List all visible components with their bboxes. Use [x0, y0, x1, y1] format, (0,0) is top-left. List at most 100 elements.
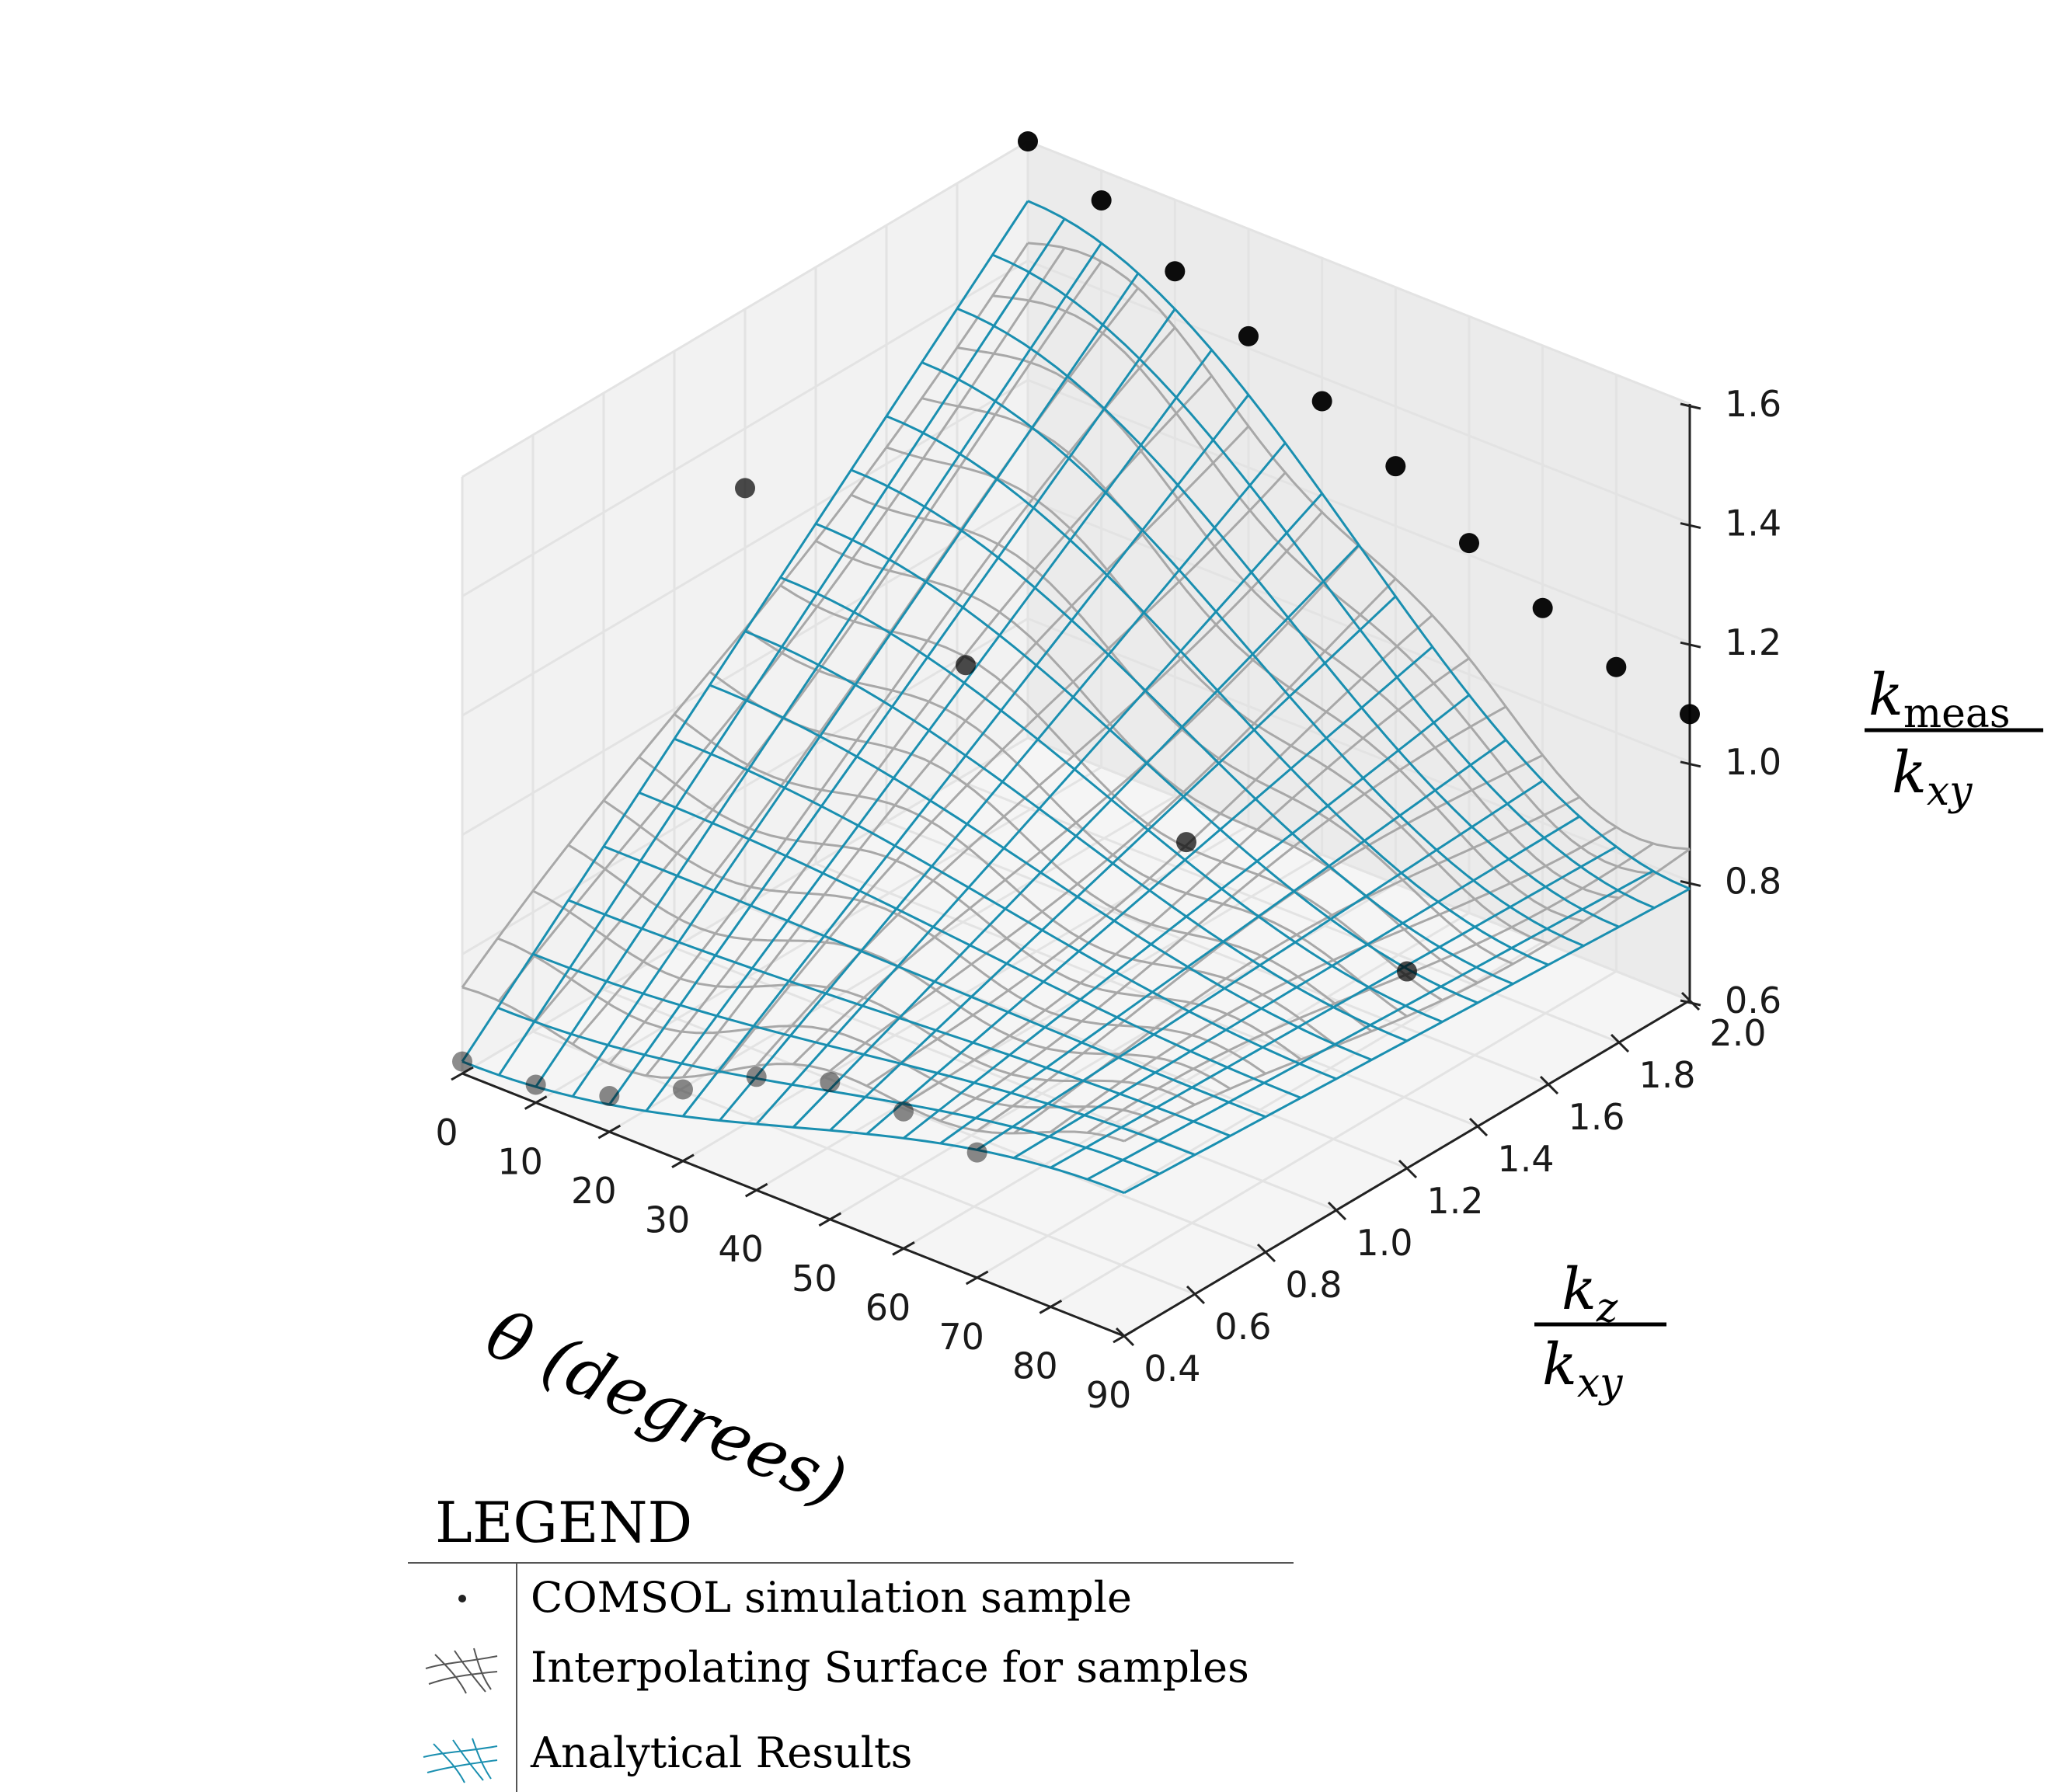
sample-point [746, 1067, 767, 1087]
x-tick-label: 50 [792, 1258, 838, 1300]
interpolating-ratio-line [779, 584, 1443, 1001]
y-tick-mark [1680, 991, 1701, 1011]
x-tick-label: 10 [497, 1141, 543, 1183]
z-label-denominator: kxy [1892, 739, 1973, 815]
legend-item-samples: COMSOL simulation sample [531, 1573, 1132, 1622]
z-tick-label: 1.6 [1725, 383, 1781, 425]
interpolating-ratio-line [496, 937, 1161, 1124]
sample-point [1385, 456, 1406, 477]
gridline-floor-ratio [886, 820, 1549, 1086]
sample-point [1238, 325, 1259, 346]
z-tick-label: 1.4 [1725, 503, 1781, 545]
z-tick-mark [1680, 641, 1701, 649]
y-tick-label: 1.6 [1568, 1096, 1625, 1138]
y-tick-mark [1398, 1159, 1418, 1179]
gridline-side-k [1027, 259, 1691, 524]
x-tick-mark [892, 1241, 915, 1256]
legend-sample-marker [458, 1595, 466, 1602]
interpolating-surface [461, 242, 1691, 1143]
interpolating-ratio-line [744, 628, 1408, 1018]
sample-point [1606, 656, 1627, 677]
sample-point [673, 1079, 693, 1100]
gridline-side-k [1027, 378, 1691, 644]
y-tick-mark [1610, 1033, 1630, 1053]
legend-analytical-swatch [423, 1738, 498, 1783]
x-tick-mark [671, 1153, 695, 1168]
gridline-side-k [1027, 140, 1691, 405]
y-tick-mark [1539, 1075, 1559, 1095]
sample-point [820, 1072, 841, 1093]
y-label-numerator: kz [1562, 1256, 1618, 1331]
y-tick-label: 1.0 [1356, 1222, 1412, 1264]
x-tick-label: 0 [435, 1112, 458, 1153]
z-tick-mark [1680, 402, 1701, 410]
analytical-ratio-line [532, 952, 1196, 1157]
analytical-ratio-line [779, 576, 1443, 1023]
z-axis-label: kmeas kxy [1865, 662, 2043, 815]
analytical-ratio-line [886, 415, 1549, 966]
interpolating-ratio-line [674, 713, 1337, 1047]
sample-point [956, 655, 976, 676]
z-tick-label: 1.0 [1725, 741, 1781, 783]
y-tick-label: 0.4 [1144, 1348, 1200, 1390]
gridline-floor-ratio [956, 778, 1620, 1044]
y-tick-label: 1.2 [1426, 1180, 1483, 1222]
y-tick-mark [1115, 1327, 1135, 1347]
sample-point [1532, 597, 1553, 618]
sample-point [1459, 533, 1479, 554]
z-tick-label: 0.8 [1725, 860, 1781, 902]
z-tick-mark [1680, 760, 1701, 768]
x-tick-mark [597, 1124, 622, 1140]
sample-point [1176, 832, 1196, 853]
sample-point [1165, 261, 1186, 282]
analytical-ratio-line [461, 1060, 1125, 1195]
sample-point [1680, 704, 1700, 725]
y-tick-mark [1327, 1201, 1347, 1221]
x-tick-label: 40 [718, 1228, 764, 1270]
legend: LEGEND COMSOL simulation sample Interpol… [408, 1490, 1294, 1792]
interpolating-ratio-line [992, 294, 1655, 875]
y-tick-label: 2.0 [1709, 1012, 1766, 1054]
sample-point [1018, 131, 1038, 151]
x-tick-label: 70 [938, 1316, 984, 1358]
z-tick-label: 0.6 [1725, 980, 1781, 1021]
sample-point [966, 1142, 987, 1163]
x-tick-mark [818, 1212, 842, 1227]
x-axis-label: θ (degrees) [475, 1296, 857, 1522]
analytical-ratio-line [674, 737, 1337, 1080]
legend-item-interpolating: Interpolating Surface for samples [531, 1643, 1249, 1692]
analytical-ratio-line [815, 522, 1478, 1004]
analytical-ratio-line [496, 1007, 1161, 1175]
y-tick-label: 0.8 [1285, 1264, 1342, 1306]
z-label-numerator: kmeas [1868, 662, 2011, 737]
interpolating-ratio-line [461, 986, 1125, 1143]
analytical-ratio-line [991, 253, 1656, 910]
sample-point [735, 478, 755, 499]
analytical-ratio-line [603, 845, 1266, 1119]
sample-point [1091, 190, 1112, 211]
gridline-wall-k [461, 736, 1029, 1075]
legend-interpolating-swatch [425, 1648, 498, 1694]
analytical-ratio-line [1027, 200, 1691, 890]
z-tick-mark [1680, 999, 1701, 1007]
y-tick-mark [1468, 1117, 1489, 1137]
x-tick-mark [744, 1182, 768, 1198]
y-tick-mark [1186, 1285, 1206, 1305]
x-axis-line [461, 1072, 1125, 1338]
analytical-ratio-line [638, 792, 1302, 1099]
y-tick-label: 1.4 [1497, 1138, 1554, 1180]
legend-title: LEGEND [435, 1490, 692, 1555]
legend-item-analytical: Analytical Results [530, 1728, 912, 1777]
analytical-ratio-line [567, 899, 1231, 1137]
analytical-ratio-line [850, 468, 1514, 985]
z-tick-mark [1680, 522, 1701, 530]
analytical-surface [461, 200, 1691, 1195]
analytical-ratio-line [921, 361, 1585, 947]
y-axis-label: kz kxy [1534, 1256, 1666, 1407]
y-tick-label: 1.8 [1638, 1054, 1695, 1096]
y-label-denominator: kxy [1542, 1331, 1623, 1407]
x-tick-mark [524, 1095, 548, 1110]
z-tick-mark [1680, 879, 1701, 887]
gridline-side-k [1027, 618, 1691, 882]
